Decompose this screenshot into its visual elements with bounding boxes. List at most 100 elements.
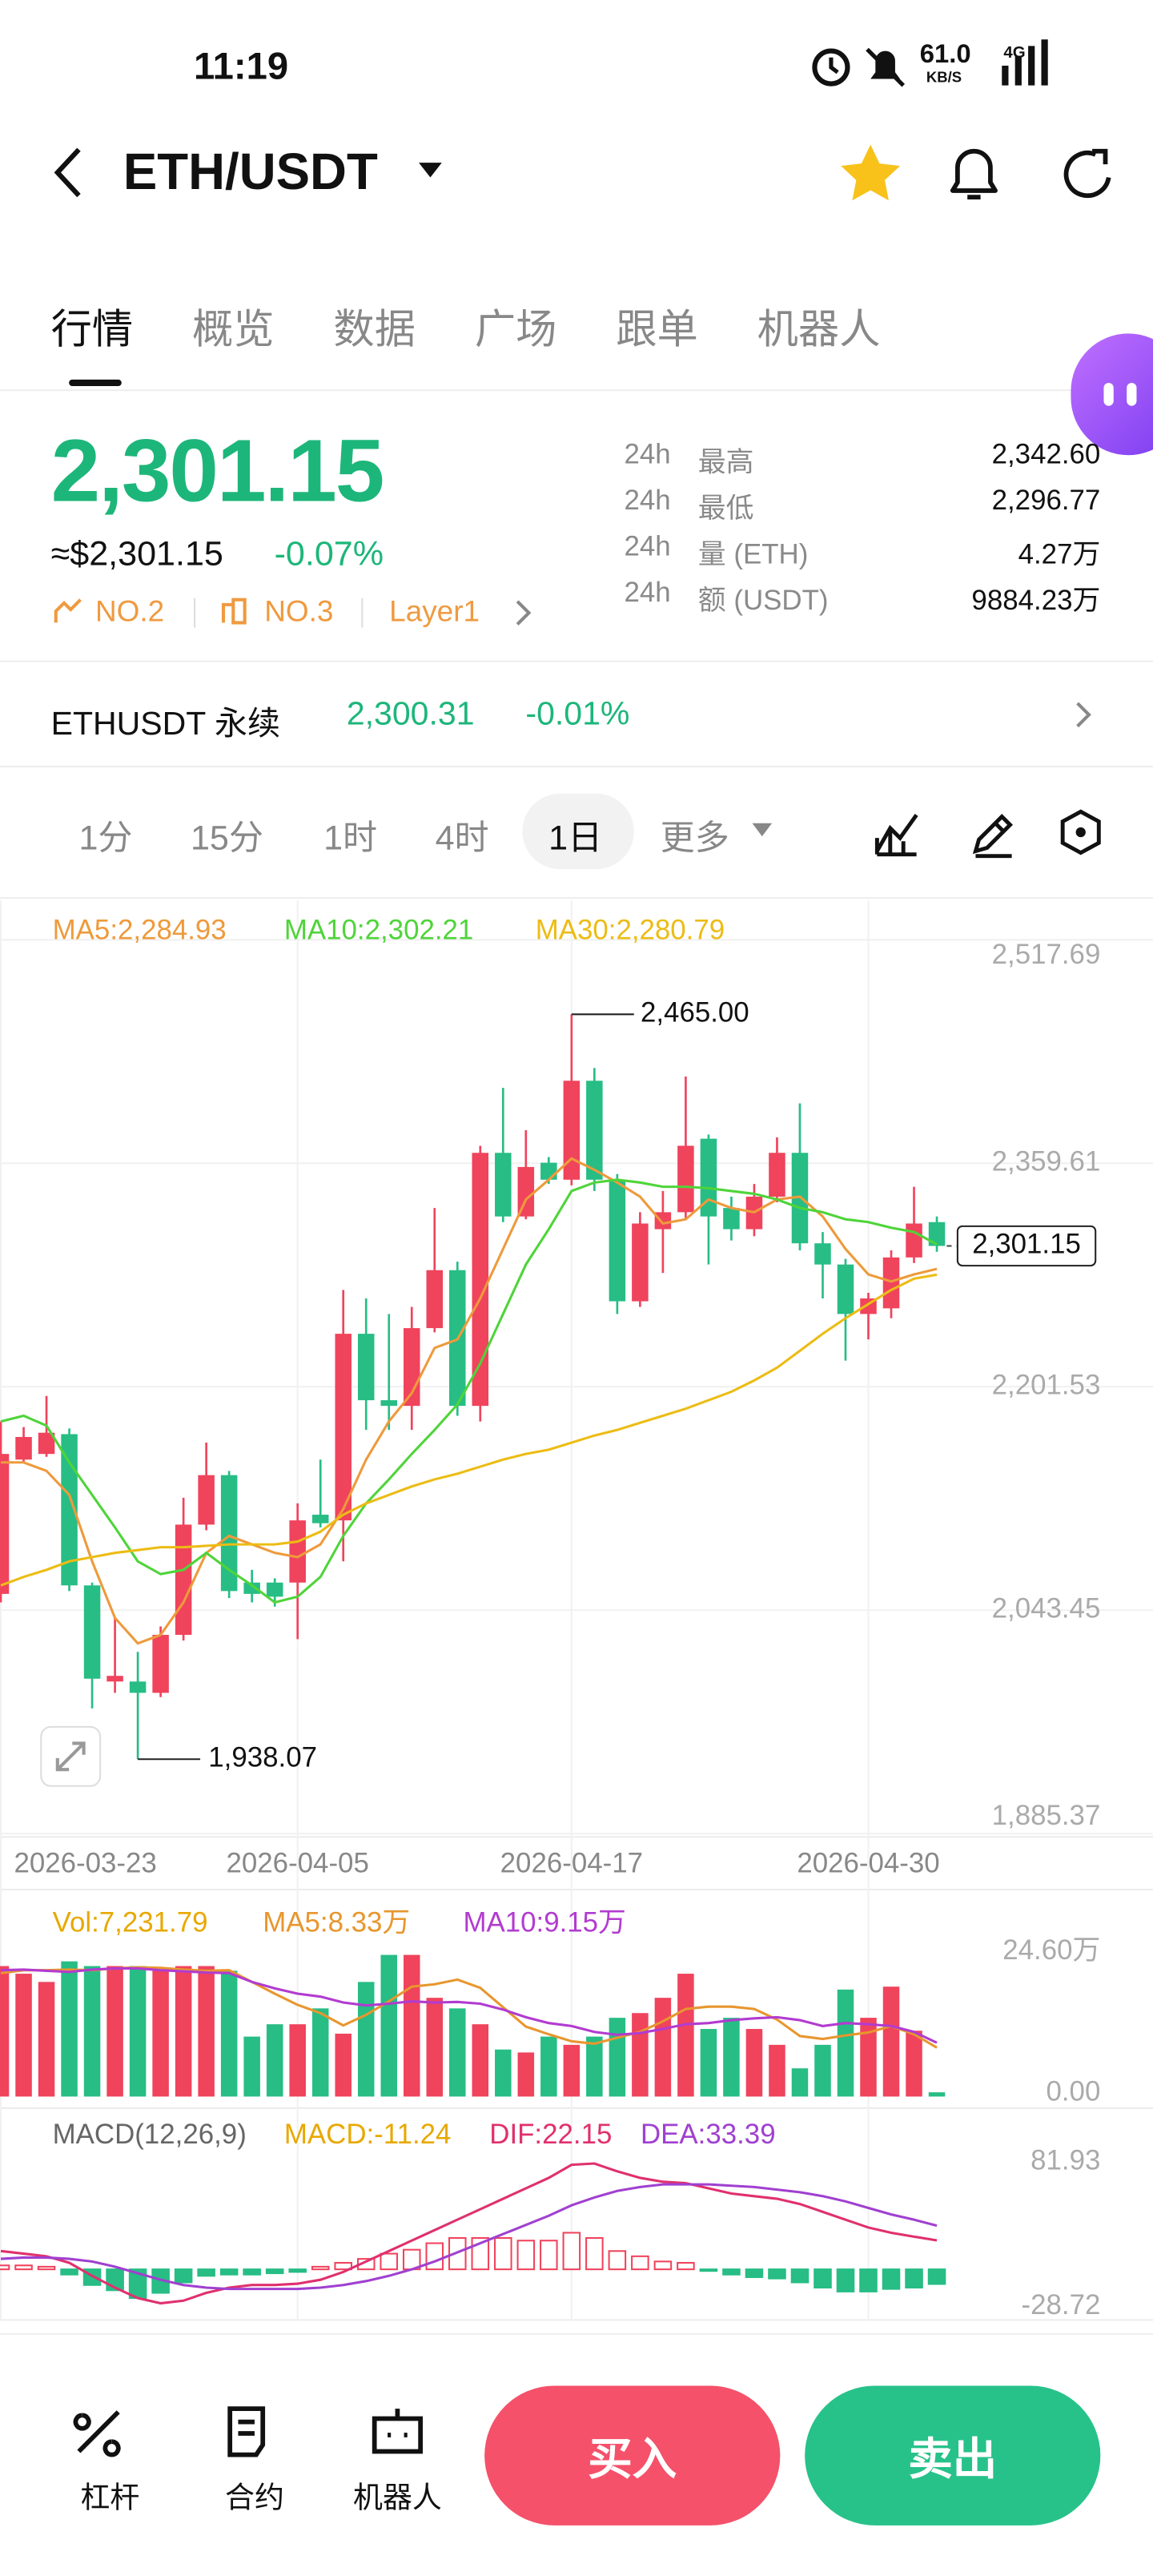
tool-icons [73,2406,423,2457]
macd-bar [243,2268,261,2276]
tag[interactable]: Layer1 [389,594,480,628]
macd-title: MACD(12,26,9) [53,2119,247,2150]
candle-body [266,1582,283,1597]
stat-value: 4.27万 [1018,538,1101,570]
y-tick-label: 2,043.45 [992,1592,1101,1624]
perp-name[interactable]: ETHUSDT 永续 [50,706,281,743]
min-label: 1,938.07 [208,1741,317,1773]
macd-bar [14,2264,33,2271]
candle-body [677,1145,694,1213]
candle-body [882,1257,900,1309]
status-icons [812,39,1048,87]
interval[interactable]: 1时 [323,819,378,858]
volume-bar [540,2036,557,2097]
candle-body [609,1179,626,1302]
candle-body [654,1212,672,1230]
pair-title[interactable]: ETH/USDT [123,143,378,201]
candle-body [311,1515,329,1523]
expand-icon [55,1741,86,1772]
assistant-bubble[interactable] [1071,333,1153,456]
network-type: 4G [1003,44,1026,62]
legend-entry: MACD:-11.24 [284,2119,452,2150]
pair-dropdown[interactable] [417,161,444,181]
volume-bar [563,2044,581,2097]
back-button[interactable] [50,145,89,201]
indicator-tool[interactable] [874,814,918,857]
volume-bar [129,1966,147,2097]
candle-body [769,1153,785,1197]
kline-chart: 2026-03-23 2026-04-05 2026-04-17 2026-04-30… [0,900,1153,2321]
interval[interactable]: 1分 [78,819,133,858]
candle-body [15,1436,32,1460]
buy-button[interactable]: 买入 [484,2385,781,2526]
tab[interactable]: 广场 [474,307,557,354]
volume-ma-line [0,1966,938,2049]
volume-ma-line [0,1966,938,2044]
volume-bar [860,2018,877,2097]
candle-body [837,1264,854,1314]
interval[interactable]: 4时 [435,819,489,858]
macd-bar [37,2265,56,2271]
interval[interactable]: 更多 [660,819,729,858]
draw-tool[interactable] [972,814,1014,859]
stat-name: 额 (USDT) [697,585,829,617]
tab[interactable]: 机器人 [757,307,881,354]
chevron[interactable] [1075,700,1095,730]
volume-bar [472,2024,489,2097]
settings-tool[interactable] [1060,809,1101,855]
volume-bar [152,1970,169,2097]
macd-bar [768,2268,786,2280]
tag[interactable]: NO.3 [264,594,334,628]
macd-bar [562,2232,581,2271]
tab[interactable]: 行情 [50,307,134,354]
stat-value: 9884.23万 [971,585,1101,617]
y-tick-label: 81.93 [1030,2145,1100,2176]
macd-bar [516,2240,536,2271]
tool-label[interactable]: 合约 [225,2481,284,2514]
macd-bar [197,2268,215,2277]
price-change: -0.07% [274,535,384,574]
candle-body [426,1270,444,1329]
last-price-label: 2,301.15 [972,1229,1081,1260]
more-dropdown[interactable] [750,822,773,839]
tab[interactable]: 数据 [333,307,416,354]
macd-bar [311,2265,330,2271]
favorite-star[interactable] [841,144,901,201]
refresh[interactable] [1063,148,1111,199]
y-tick-label: 24.60万 [1002,1934,1100,1966]
legend-entry: MA30:2,280.79 [536,914,725,945]
x-tick-label: 2026-04-30 [797,1847,939,1878]
interval[interactable]: 1日 [548,819,603,858]
tab[interactable]: 跟单 [616,307,698,354]
y-tick-label: -28.72 [1022,2289,1101,2320]
macd-bar [494,2236,512,2271]
status-time: 11:19 [194,44,289,87]
macd-bar [60,2268,78,2276]
candle-body [106,1676,123,1682]
interval[interactable]: 15分 [190,819,263,858]
alert-bell[interactable] [950,148,998,200]
macd-bar [722,2268,741,2276]
volume-bar [586,2036,603,2097]
sell-button[interactable]: 卖出 [805,2385,1101,2526]
x-tick-label: 2026-03-23 [14,1847,157,1878]
tag[interactable]: NO.2 [94,594,165,628]
volume-bar [517,2052,535,2097]
volume-bar [335,2033,352,2097]
tab[interactable]: 概览 [191,307,275,354]
chevron[interactable] [514,598,534,628]
volume-bar [449,2008,466,2097]
tool-label[interactable]: 机器人 [353,2481,442,2514]
macd-bar [380,2252,399,2271]
volume-bar [495,2049,512,2097]
macd-bar [836,2268,855,2292]
macd-bar [790,2268,810,2284]
candle-body [586,1081,603,1180]
macd-bar [905,2268,923,2289]
x-tick-label: 2026-04-05 [227,1847,369,1878]
volume-bar [769,2044,785,2097]
volume-bar [61,1961,78,2097]
macd-bar [814,2268,832,2289]
tool-label[interactable]: 杠杆 [80,2481,140,2514]
candle-body [175,1524,192,1636]
